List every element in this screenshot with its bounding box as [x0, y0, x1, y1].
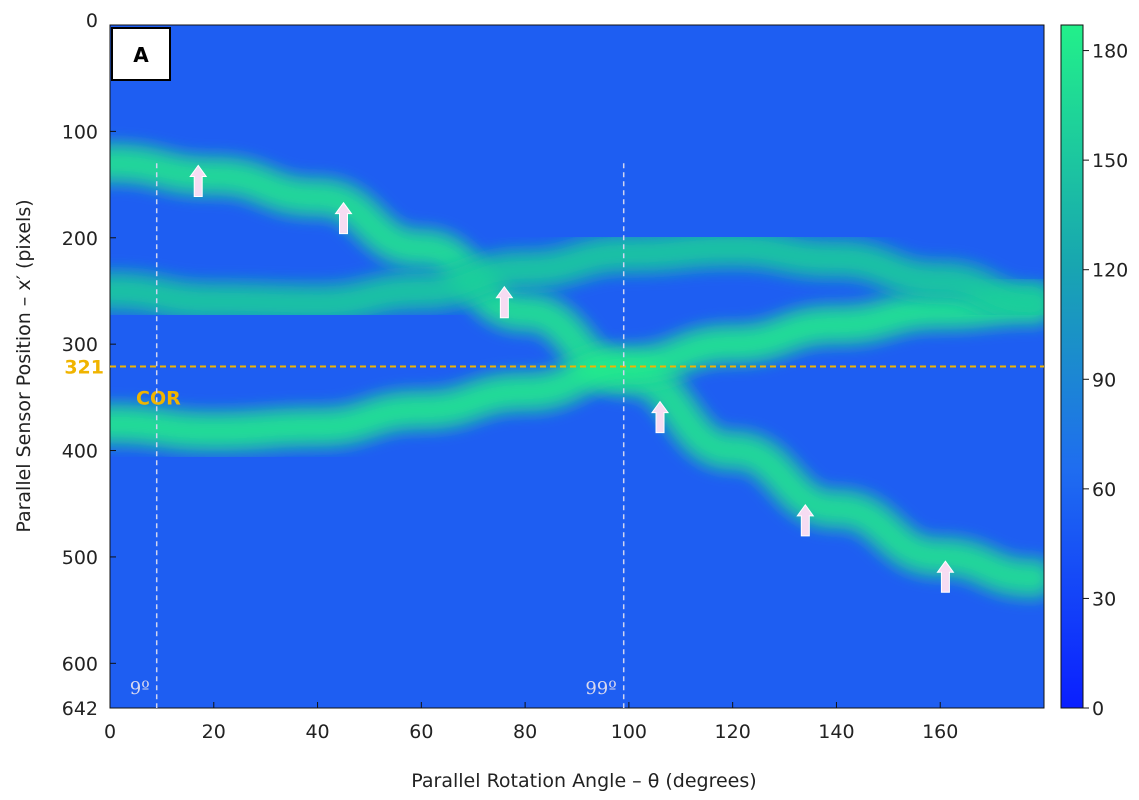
y-tick-label: 500	[62, 547, 98, 569]
colorbar-tick-label: 150	[1092, 150, 1128, 172]
panel-label: A	[111, 27, 171, 81]
x-tick-label: 160	[922, 721, 958, 743]
y-tick-label: 0	[86, 10, 98, 32]
y-tick-label: 642	[62, 698, 98, 720]
colorbar	[1060, 24, 1084, 709]
x-axis-ticks: 0 20 40 60 80 100 120 140 160	[104, 702, 958, 743]
x-tick-label: 60	[409, 721, 433, 743]
y-tick-label: 600	[62, 653, 98, 675]
x-tick-label: 140	[818, 721, 854, 743]
colorbar-tick-label: 90	[1092, 369, 1116, 391]
y-axis-ticks: 0 100 200 300 400 500 600 642	[62, 10, 116, 720]
arrow-marker	[651, 400, 670, 434]
arrow-marker	[334, 201, 353, 235]
colorbar-tick-label: 180	[1092, 41, 1128, 63]
x-axis-label: Parallel Rotation Angle – θ (degrees)	[411, 770, 756, 792]
sinogram-trace	[110, 291, 1044, 445]
arrow-marker	[495, 285, 514, 319]
x-tick-label: 0	[104, 721, 116, 743]
colorbar-tick-label: 30	[1092, 588, 1116, 610]
y-axis-label: Parallel Sensor Position – x′ (pixels)	[13, 199, 35, 532]
arrow-marker	[796, 503, 815, 537]
angle-marker-label: 99º	[585, 678, 616, 699]
arrow-marker	[936, 560, 955, 593]
cor-value-label: 321	[64, 357, 104, 379]
sinogram-trace	[110, 235, 1044, 317]
colorbar-tick-label: 60	[1092, 479, 1116, 501]
x-tick-label: 80	[513, 721, 537, 743]
panel-label-text: A	[133, 43, 149, 67]
overlays: 321 COR 9º 99º	[64, 163, 1044, 708]
angle-marker-label: 9º	[130, 678, 150, 699]
x-tick-label: 120	[715, 721, 751, 743]
x-tick-label: 20	[202, 721, 226, 743]
y-tick-label: 400	[62, 441, 98, 463]
y-tick-label: 100	[62, 121, 98, 143]
colorbar-tick-label: 0	[1092, 698, 1104, 720]
cor-label: COR	[136, 388, 181, 410]
x-tick-label: 100	[611, 721, 647, 743]
x-tick-label: 40	[305, 721, 329, 743]
colorbar-tick-label: 120	[1092, 260, 1128, 282]
y-tick-label: 300	[62, 334, 98, 356]
colorbar-ticks: 0 30 60 90 120 150 180	[1083, 41, 1128, 720]
sinogram-traces	[110, 139, 1044, 603]
y-tick-label: 200	[62, 228, 98, 250]
arrow-marker	[189, 164, 208, 197]
